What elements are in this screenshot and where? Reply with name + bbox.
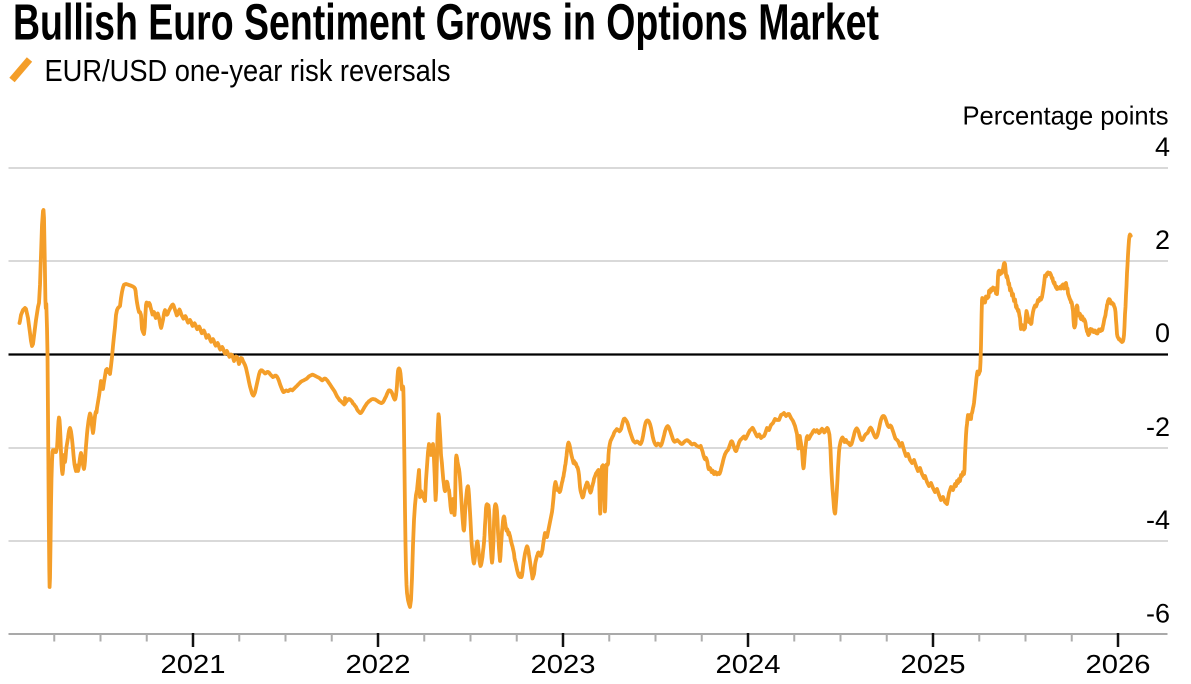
svg-text:2025: 2025 — [901, 649, 966, 679]
svg-text:2026: 2026 — [1086, 649, 1151, 679]
svg-text:Bullish Euro Sentiment Grows i: Bullish Euro Sentiment Grows in Options … — [13, 0, 879, 51]
svg-text:EUR/USD one-year risk reversal: EUR/USD one-year risk reversals — [45, 53, 451, 88]
svg-text:4: 4 — [1155, 132, 1170, 162]
svg-text:-6: -6 — [1146, 598, 1170, 628]
svg-text:Percentage points: Percentage points — [963, 101, 1169, 131]
svg-text:2: 2 — [1155, 225, 1170, 255]
svg-text:2021: 2021 — [161, 649, 226, 679]
svg-text:2023: 2023 — [531, 649, 596, 679]
svg-text:-2: -2 — [1146, 412, 1170, 442]
svg-text:-4: -4 — [1146, 505, 1170, 535]
svg-text:0: 0 — [1155, 318, 1170, 348]
svg-text:2022: 2022 — [346, 649, 411, 679]
svg-text:2024: 2024 — [716, 649, 781, 679]
